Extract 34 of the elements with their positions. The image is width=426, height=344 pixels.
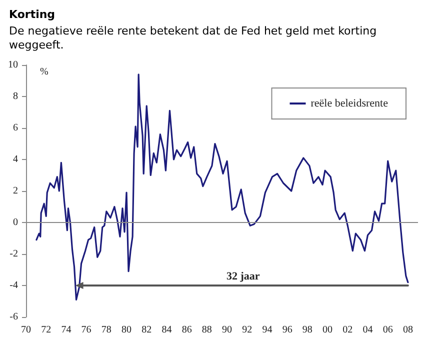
x-tick-label: 88 (202, 324, 212, 336)
x-tick-label: 96 (282, 324, 292, 336)
x-tick-label: 82 (142, 324, 152, 336)
x-tick-label: 78 (101, 324, 112, 336)
y-tick-label: 6 (13, 122, 18, 134)
y-tick-label: -2 (10, 248, 18, 260)
y-tick-label: 8 (13, 91, 18, 102)
y-tick-label: -6 (10, 312, 18, 322)
y-tick-label: 10 (8, 60, 18, 70)
x-tick-label: 86 (182, 324, 192, 336)
x-tick-label: 80 (122, 324, 132, 336)
x-tick-label: 04 (362, 324, 373, 336)
y-tick-label: -4 (10, 280, 18, 291)
x-tick-label: 98 (302, 324, 312, 336)
x-tick-label: 72 (41, 324, 52, 336)
x-tick-label: 92 (242, 324, 252, 336)
y-tick-label: 2 (13, 186, 18, 196)
x-tick-label: 84 (162, 324, 172, 336)
x-tick-label: 06 (382, 324, 393, 336)
annotation: 32 jaar (226, 270, 260, 282)
y-tick-label: 4 (13, 154, 18, 165)
x-tick-label: 74 (61, 324, 72, 336)
x-tick-label: 94 (262, 324, 272, 336)
y-tick-label: 0 (13, 217, 18, 228)
x-tick-label: 08 (402, 324, 413, 336)
x-tick-label: 70 (21, 324, 31, 336)
chart-subtitle: De negatieve reële rente betekent dat de Fed het geld met korting weggeeft. (9, 24, 380, 52)
x-tick-label: 76 (81, 324, 92, 336)
x-tick-label: 02 (342, 324, 353, 336)
y-axis-title: % (40, 66, 48, 78)
x-tick-label: 00 (322, 324, 333, 336)
x-tick-label: 90 (222, 324, 232, 336)
chart-title: Korting (9, 8, 56, 21)
legend-label: reële beleidsrente (310, 98, 388, 110)
